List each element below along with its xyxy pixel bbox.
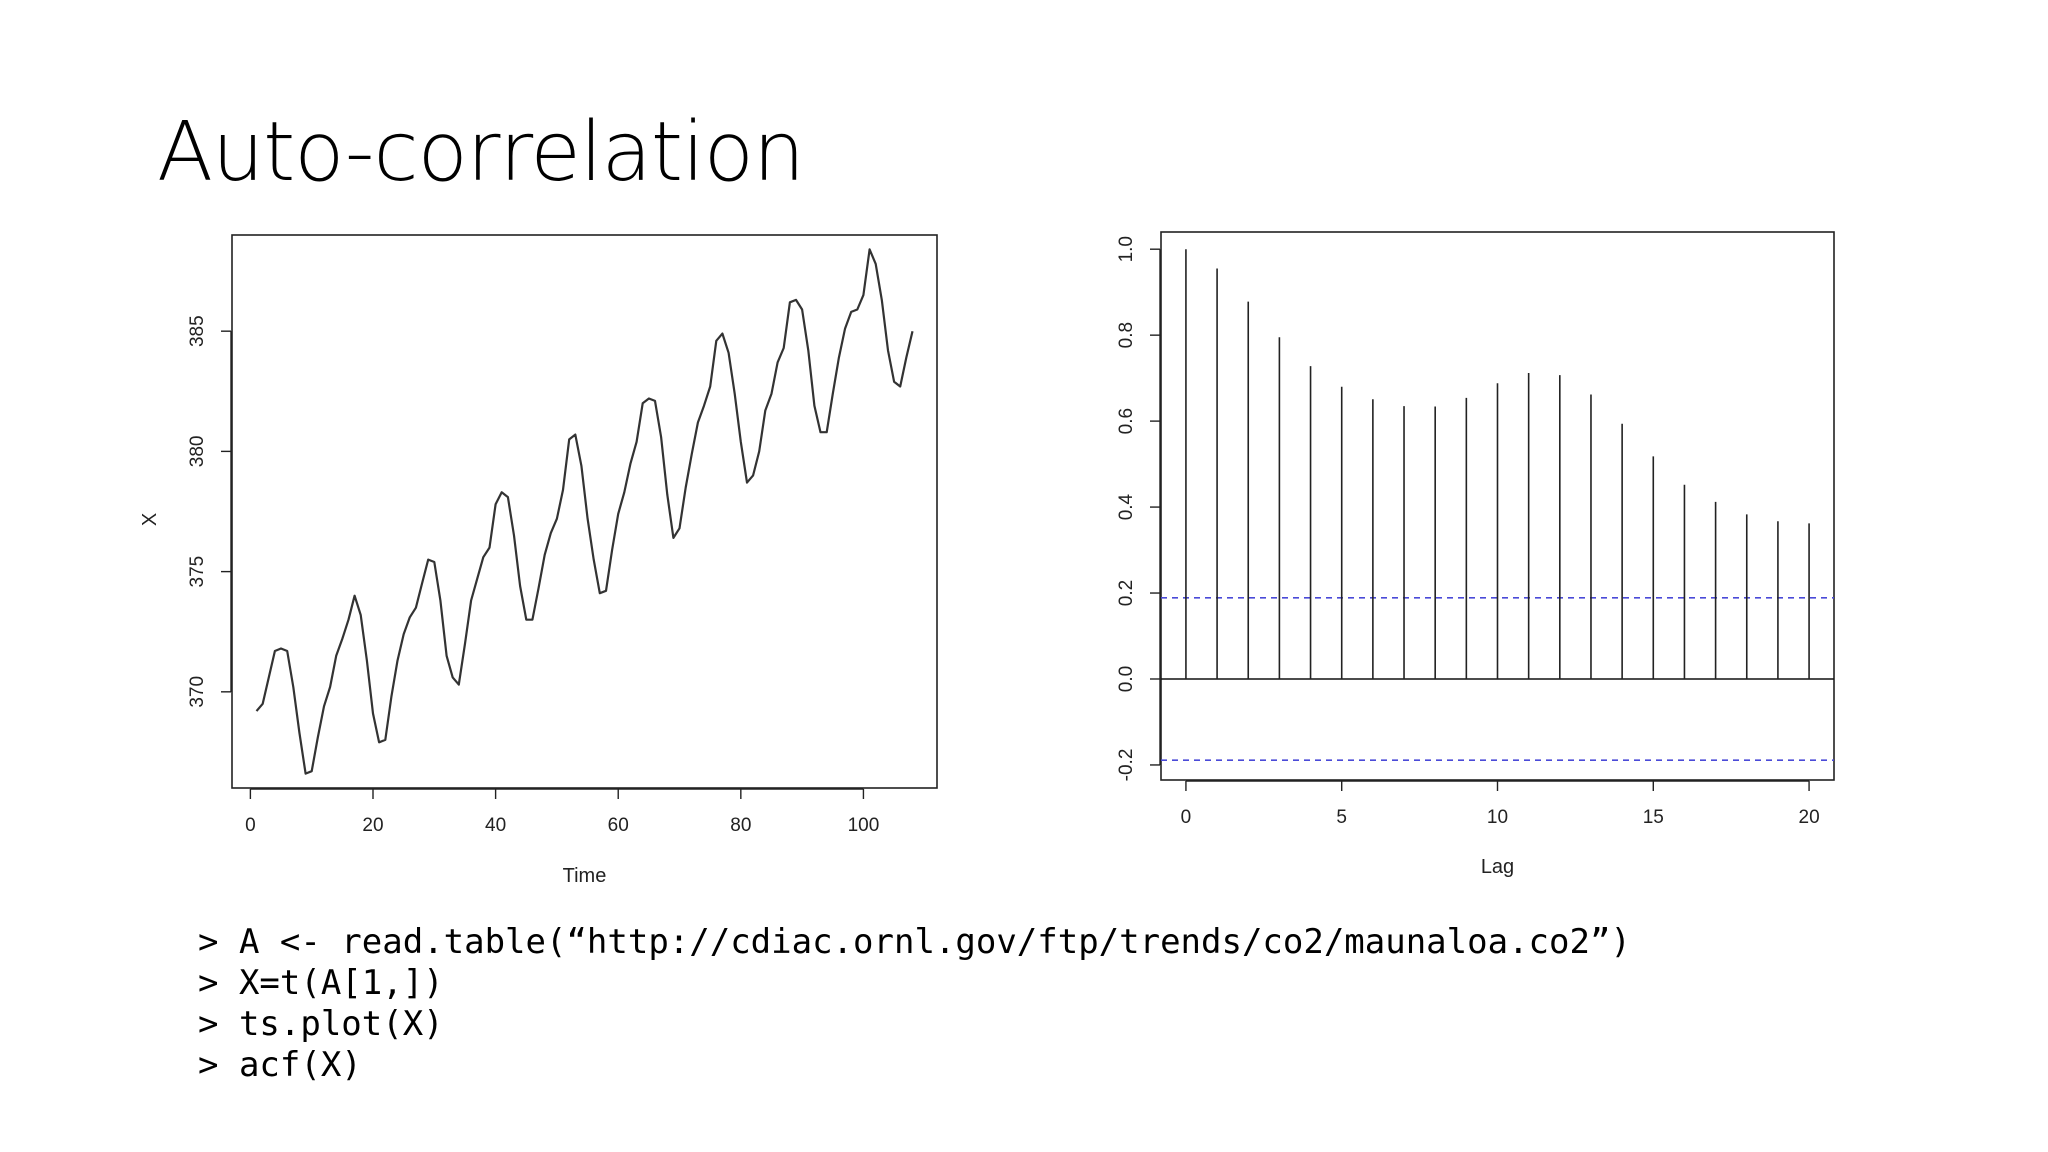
y-tick-label: 370 xyxy=(187,676,208,708)
x-tick-label: 15 xyxy=(1643,807,1664,828)
x-tick-label: 0 xyxy=(245,815,256,836)
x-tick-label: 20 xyxy=(1799,807,1820,828)
x-tick-label: 5 xyxy=(1336,807,1347,828)
x-axis-label: Lag xyxy=(1481,856,1514,878)
y-tick-label: 0.8 xyxy=(1116,322,1137,348)
x-tick-label: 40 xyxy=(485,815,506,836)
x-axis-label: Time xyxy=(563,865,607,887)
y-tick-label: 1.0 xyxy=(1116,236,1137,262)
x-tick-label: 0 xyxy=(1181,807,1192,828)
x-tick-label: 20 xyxy=(362,815,383,836)
r-code-block: > A <- read.table(“http://cdiac.ornl.gov… xyxy=(198,922,1631,1086)
y-tick-label: 380 xyxy=(187,436,208,468)
acf-chart: 0 5 10 15 20 Lag -0.2 0.0 0.2 0.4 0.6 0.8 1.0 xyxy=(1116,231,1835,878)
plot-frame xyxy=(231,234,938,789)
x-tick-label: 100 xyxy=(848,815,880,836)
y-tick-label: 385 xyxy=(187,315,208,347)
plot-frame xyxy=(1160,231,1835,781)
slide-title: Auto-correlation xyxy=(157,105,805,200)
code-line: > X=t(A[1,]) xyxy=(198,963,444,1003)
code-line: > A <- read.table(“http://cdiac.ornl.gov… xyxy=(198,922,1631,962)
y-tick-label: 0.4 xyxy=(1116,493,1137,520)
y-tick-label: 0.2 xyxy=(1116,580,1137,606)
y-tick-label: 0.6 xyxy=(1116,408,1137,434)
x-tick-label: 60 xyxy=(608,815,629,836)
co2-time-series-chart: 0 20 40 60 80 100 Time 370 375 380 385 X xyxy=(139,234,938,887)
code-line: > ts.plot(X) xyxy=(198,1004,444,1044)
code-line: > acf(X) xyxy=(198,1045,362,1085)
y-tick-label: 0.0 xyxy=(1116,666,1137,692)
y-tick-label: 375 xyxy=(187,556,208,588)
y-axis-label: X xyxy=(139,513,161,526)
x-tick-label: 10 xyxy=(1487,807,1508,828)
x-tick-label: 80 xyxy=(730,815,751,836)
co2-series-line xyxy=(255,248,914,775)
y-tick-label: -0.2 xyxy=(1116,749,1137,782)
